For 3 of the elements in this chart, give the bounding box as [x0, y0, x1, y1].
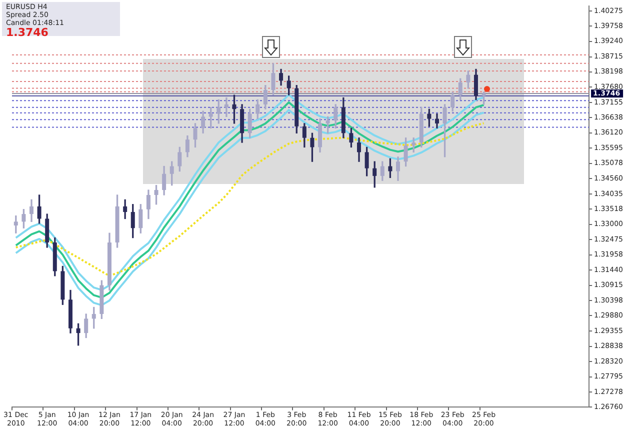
- annotation: 1.3746: [6, 26, 50, 39]
- line-series: [14, 122, 485, 277]
- candlestick: [224, 97, 228, 118]
